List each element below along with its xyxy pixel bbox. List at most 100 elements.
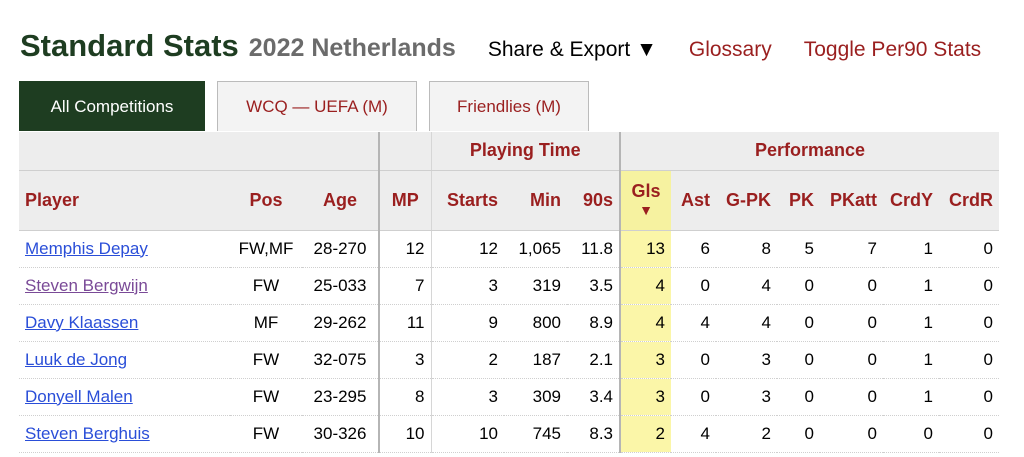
tab-friendlies[interactable]: Friendlies (M) xyxy=(429,81,589,131)
crdr-cell: 0 xyxy=(939,230,999,268)
group-header-performance: Performance xyxy=(620,132,999,171)
ast-cell: 6 xyxy=(671,230,716,268)
player-link[interactable]: Steven Berghuis xyxy=(25,423,150,443)
pos-cell: FW xyxy=(230,415,302,453)
gpk-cell: 4 xyxy=(716,304,777,342)
page-title: Standard Stats xyxy=(20,28,239,63)
age-cell: 32-075 xyxy=(302,341,380,379)
mp-cell: 7 xyxy=(379,267,432,305)
min-cell: 745 xyxy=(504,415,567,453)
crdy-cell: 1 xyxy=(883,341,939,379)
col-header-pkatt[interactable]: PKatt xyxy=(820,170,883,231)
pk-cell: 0 xyxy=(777,378,820,416)
col-header-pos[interactable]: Pos xyxy=(230,170,302,231)
page-header: Standard Stats 2022 Netherlands Share & … xyxy=(20,28,981,64)
pkatt-cell: 0 xyxy=(820,415,883,453)
gpk-cell: 3 xyxy=(716,341,777,379)
share-export-button[interactable]: Share & Export ▼ xyxy=(487,38,657,61)
gls-cell: 13 xyxy=(620,230,671,268)
pk-cell: 0 xyxy=(777,304,820,342)
pk-cell: 0 xyxy=(777,341,820,379)
mp-cell: 10 xyxy=(379,415,432,453)
pos-cell: MF xyxy=(230,304,302,342)
col-header-ast[interactable]: Ast xyxy=(671,170,716,231)
90s-cell: 3.5 xyxy=(567,267,621,305)
pos-cell: FW xyxy=(230,378,302,416)
ast-cell: 4 xyxy=(671,415,716,453)
age-cell: 25-033 xyxy=(302,267,380,305)
ast-cell: 0 xyxy=(671,267,716,305)
crdr-cell: 0 xyxy=(939,267,999,305)
pos-cell: FW xyxy=(230,267,302,305)
col-header-starts[interactable]: Starts xyxy=(431,170,504,231)
col-header-crdy[interactable]: CrdY xyxy=(883,170,939,231)
starts-cell: 3 xyxy=(431,378,504,416)
age-cell: 23-295 xyxy=(302,378,380,416)
crdr-cell: 0 xyxy=(939,304,999,342)
mp-cell: 12 xyxy=(379,230,432,268)
column-header-row: Player Pos Age MP Starts Min 90s Gls ▼ As… xyxy=(19,170,999,231)
tab-wcq-uefa[interactable]: WCQ — UEFA (M) xyxy=(217,81,417,131)
player-link[interactable]: Donyell Malen xyxy=(25,386,133,406)
mp-cell: 11 xyxy=(379,304,432,342)
90s-cell: 8.3 xyxy=(567,415,621,453)
col-header-age[interactable]: Age xyxy=(302,170,380,231)
gls-cell: 3 xyxy=(620,341,671,379)
table-row: Steven Bergwijn FW 25-033 7 3 319 3.5 4 … xyxy=(19,267,999,305)
col-header-gls[interactable]: Gls ▼ xyxy=(620,170,671,231)
gpk-cell: 4 xyxy=(716,267,777,305)
crdy-cell: 1 xyxy=(883,267,939,305)
table-row: Donyell Malen FW 23-295 8 3 309 3.4 3 0 … xyxy=(19,378,999,416)
crdy-cell: 1 xyxy=(883,304,939,342)
min-cell: 187 xyxy=(504,341,567,379)
gls-cell: 4 xyxy=(620,267,671,305)
pkatt-cell: 0 xyxy=(820,304,883,342)
crdy-cell: 1 xyxy=(883,230,939,268)
player-cell: Luuk de Jong xyxy=(19,341,230,379)
crdy-cell: 1 xyxy=(883,378,939,416)
gpk-cell: 8 xyxy=(716,230,777,268)
pk-cell: 0 xyxy=(777,267,820,305)
col-header-crdr[interactable]: CrdR xyxy=(939,170,999,231)
age-cell: 28-270 xyxy=(302,230,380,268)
90s-cell: 11.8 xyxy=(567,230,621,268)
90s-cell: 3.4 xyxy=(567,378,621,416)
crdy-cell: 0 xyxy=(883,415,939,453)
col-header-player[interactable]: Player xyxy=(19,170,230,231)
player-link[interactable]: Luuk de Jong xyxy=(25,349,128,369)
page-subtitle: 2022 Netherlands xyxy=(248,34,456,62)
starts-cell: 9 xyxy=(431,304,504,342)
age-cell: 29-262 xyxy=(302,304,380,342)
table-row: Memphis Depay FW,MF 28-270 12 12 1,065 1… xyxy=(19,230,999,268)
pos-cell: FW,MF xyxy=(230,230,302,268)
col-header-gpk[interactable]: G-PK xyxy=(716,170,777,231)
ast-cell: 4 xyxy=(671,304,716,342)
col-header-pk[interactable]: PK xyxy=(777,170,820,231)
player-link[interactable]: Steven Bergwijn xyxy=(25,275,148,295)
ast-cell: 0 xyxy=(671,378,716,416)
col-header-mp[interactable]: MP xyxy=(379,170,432,231)
pk-cell: 0 xyxy=(777,415,820,453)
pkatt-cell: 0 xyxy=(820,341,883,379)
player-cell: Memphis Depay xyxy=(19,230,230,268)
mp-cell: 3 xyxy=(379,341,432,379)
toggle-per90-link[interactable]: Toggle Per90 Stats xyxy=(803,38,982,61)
pkatt-cell: 0 xyxy=(820,267,883,305)
table-row: Luuk de Jong FW 32-075 3 2 187 2.1 3 0 3… xyxy=(19,341,999,379)
player-link[interactable]: Davy Klaassen xyxy=(25,312,139,332)
ast-cell: 0 xyxy=(671,341,716,379)
player-cell: Steven Bergwijn xyxy=(19,267,230,305)
pk-cell: 5 xyxy=(777,230,820,268)
crdr-cell: 0 xyxy=(939,378,999,416)
gpk-cell: 3 xyxy=(716,378,777,416)
player-link[interactable]: Memphis Depay xyxy=(25,238,148,258)
glossary-link[interactable]: Glossary xyxy=(688,38,772,61)
player-cell: Steven Berghuis xyxy=(19,415,230,453)
tab-all-competitions[interactable]: All Competitions xyxy=(19,81,205,131)
col-header-90s[interactable]: 90s xyxy=(567,170,621,231)
group-header-playing-time: Playing Time xyxy=(431,132,621,171)
min-cell: 800 xyxy=(504,304,567,342)
pos-cell: FW xyxy=(230,341,302,379)
min-cell: 309 xyxy=(504,378,567,416)
col-header-min[interactable]: Min xyxy=(504,170,567,231)
